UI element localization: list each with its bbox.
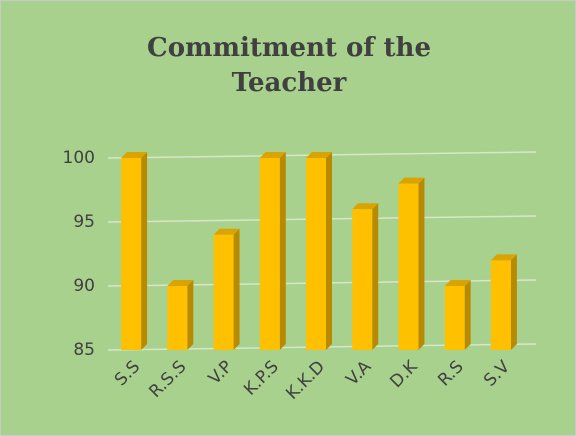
bar [213,228,240,350]
bar-front [352,209,373,350]
bar-top [444,280,471,286]
y-tick-label: 100 [63,148,95,168]
bar-top [352,203,379,210]
x-tick-label: S.V [480,357,514,391]
bar-top [490,254,517,261]
bar-front [306,158,326,350]
bar-side [372,203,379,350]
x-tick-label: K.K.D [282,357,329,404]
bar-side [510,254,517,350]
bar-side [279,152,286,350]
bar-side [464,280,471,350]
bar-top [213,228,240,235]
x-tick-label: S.S [111,357,144,390]
bar [259,152,286,350]
bar [490,254,517,350]
bar-side [326,152,332,350]
bar-front [398,183,419,350]
x-tick-label: R.S [434,357,468,391]
bar-front [444,286,465,350]
bar-side [187,280,194,350]
x-tick-label: V.P [205,357,237,389]
bar [121,152,148,350]
x-tick-label: K.P.S [240,357,283,400]
y-tick-label: 85 [73,340,95,360]
bar-top [306,152,332,158]
x-tick-label: R.S.S [145,357,190,402]
bar [398,177,425,350]
bar-front [121,158,142,350]
bar-side [141,152,148,350]
bar-front [213,234,234,350]
bar-side [418,177,425,350]
bar [306,152,332,350]
bar-top [167,280,194,286]
bar [167,280,194,350]
y-tick-label: 90 [73,276,95,296]
y-tick-label: 95 [73,212,95,232]
x-tick-label: V.A [342,357,375,390]
bar-side [233,228,240,350]
bar [352,203,379,350]
bar-top [398,177,425,184]
bar-front [490,260,511,350]
chart-title: Commitment of the Teacher [147,33,431,98]
x-tick-label: D.K [386,356,422,392]
bar-top [121,152,148,158]
bar [444,280,471,350]
bar-front [167,286,188,350]
bar-top [259,152,286,158]
bar-front [259,158,280,350]
